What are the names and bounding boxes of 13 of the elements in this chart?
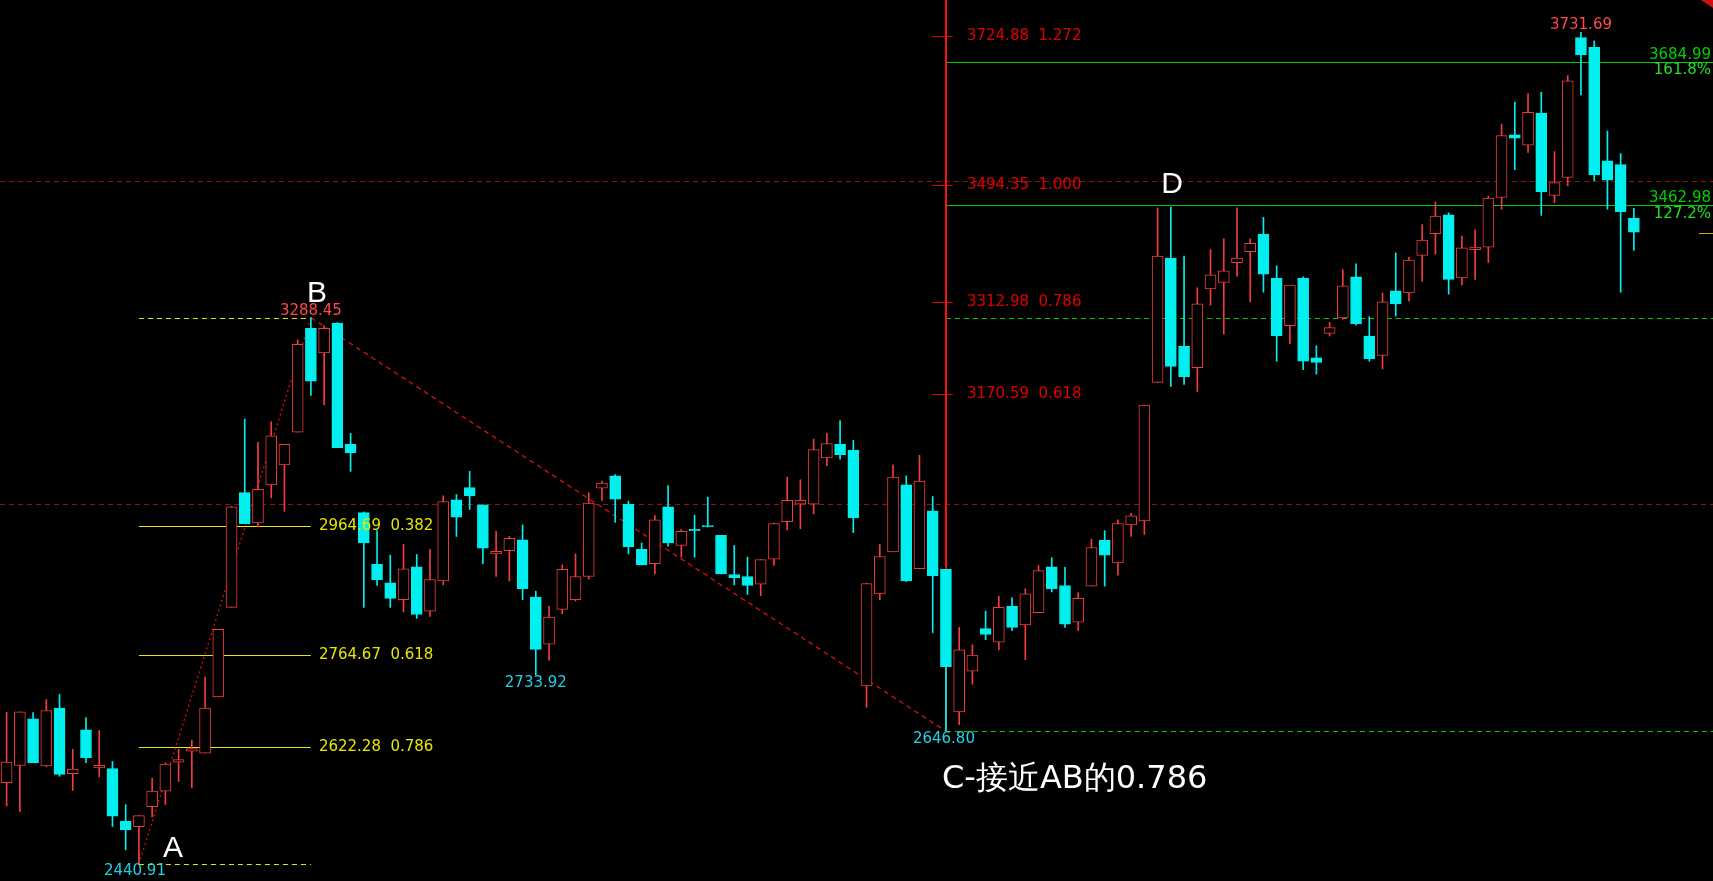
annotation: 3731.69 (1549, 15, 1612, 33)
ref-line-label: 2622.28 0.786 (318, 736, 434, 755)
ref-line-label: 3170.59 0.618 (966, 383, 1082, 402)
ref-line-label: 2764.67 0.618 (318, 645, 434, 664)
annotation: 2733.92 (504, 672, 567, 691)
ref-line-label: 3312.98 0.786 (966, 291, 1082, 310)
ref-line-label: 3494.35 1.000 (966, 174, 1082, 193)
ref-line-label: 3724.88 1.272 (966, 26, 1082, 45)
annotation: D (1161, 166, 1183, 200)
annotation: C-接近AB的0.786 (942, 758, 1208, 797)
annotation: 2646.80 (912, 728, 975, 747)
annotation: A (162, 830, 183, 863)
annotation: 2440.91 (103, 861, 166, 880)
